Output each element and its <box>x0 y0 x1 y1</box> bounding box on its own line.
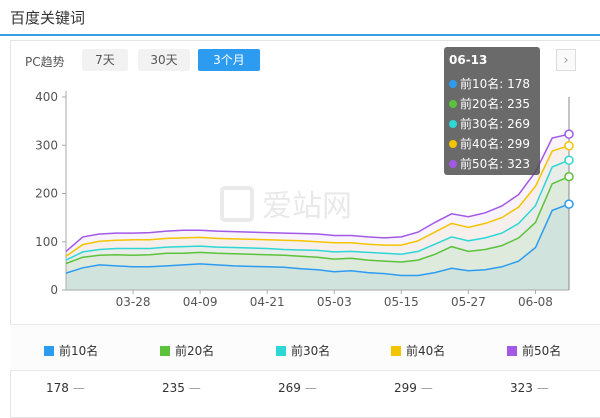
watermark-text: 爱站网 <box>262 189 352 224</box>
y-tick-label: 0 <box>50 283 58 297</box>
y-tick-label: 300 <box>35 138 58 152</box>
legend-swatch-icon <box>160 346 170 356</box>
value-number: 299 <box>394 381 417 395</box>
series-line <box>65 159 570 261</box>
trend-flat-icon: — <box>304 381 317 395</box>
x-tick-label: 05-03 <box>317 295 352 309</box>
pc-trend-label: PC趋势 <box>25 55 65 69</box>
value-number: 269 <box>278 381 301 395</box>
x-tick-label: 05-27 <box>451 295 486 309</box>
tooltip-row-label: 前20名: 235 <box>460 97 531 111</box>
legend-swatch-icon <box>391 346 401 356</box>
series-area <box>66 176 569 290</box>
legend-label: 前30名 <box>291 344 331 358</box>
value-top30: 269— <box>278 381 317 395</box>
range-button-30d[interactable]: 30天 <box>138 49 190 71</box>
tooltip-date: 06-13 <box>449 53 488 67</box>
series-end-marker <box>564 199 574 209</box>
legend-swatch-icon <box>44 346 54 356</box>
watermark-logo-icon <box>220 186 254 222</box>
chevron-right-icon[interactable]: › <box>556 49 576 71</box>
legend-label: 前20名 <box>175 344 215 358</box>
page-title: 百度关键词 <box>10 9 86 27</box>
tooltip-dot-icon <box>449 160 457 168</box>
value-top40: 299— <box>394 381 433 395</box>
trend-flat-icon: — <box>72 381 85 395</box>
series-line <box>65 175 570 265</box>
series-end-marker <box>564 155 574 165</box>
tooltip-row-label: 前50名: 323 <box>460 157 531 171</box>
legend-item-top30[interactable]: 前30名 <box>276 342 330 359</box>
x-tick-label: 04-21 <box>250 295 285 309</box>
legend-swatch-icon <box>276 346 286 356</box>
tooltip-row-label: 前40名: 299 <box>460 137 531 151</box>
y-tick-label: 200 <box>35 187 58 201</box>
value-number: 323 <box>510 381 533 395</box>
series-area <box>66 145 569 290</box>
series-line <box>65 203 570 277</box>
value-top50: 323— <box>510 381 549 395</box>
x-tick-label: 03-28 <box>116 295 151 309</box>
series-area <box>66 204 569 290</box>
data-tooltip: 06-13 前10名: 178 前20名: 235 前30名: 269 前40名… <box>444 47 540 175</box>
series-end-marker <box>564 140 574 151</box>
y-tick-label: 400 <box>35 90 58 104</box>
series-line <box>65 144 570 257</box>
trend-flat-icon: — <box>536 381 549 395</box>
legend-item-top20[interactable]: 前20名 <box>160 342 214 359</box>
tooltip-row-top30: 前30名: 269 <box>449 115 530 132</box>
value-top10: 178— <box>46 381 85 395</box>
series-line <box>65 133 570 252</box>
watermark: 爱站网 <box>220 186 352 224</box>
legend-item-top50[interactable]: 前50名 <box>507 342 561 359</box>
legend-label: 前40名 <box>406 344 446 358</box>
series-end-marker <box>564 129 574 139</box>
legend-label: 前50名 <box>522 344 562 358</box>
legend-item-top40[interactable]: 前40名 <box>391 342 445 359</box>
tooltip-row-top10: 前10名: 178 <box>449 75 530 92</box>
tooltip-dot-icon <box>449 120 457 128</box>
series-end-marker <box>564 171 574 182</box>
trend-flat-icon: — <box>188 381 201 395</box>
x-tick-label: 06-08 <box>518 295 553 309</box>
tooltip-row-label: 前10名: 178 <box>460 77 531 91</box>
legend-row: 前10名 前20名 前30名 前40名 前50名 <box>10 324 600 371</box>
tooltip-dot-icon <box>449 140 457 148</box>
tooltip-dot-icon <box>449 80 457 88</box>
value-number: 235 <box>162 381 185 395</box>
trend-flat-icon: — <box>420 381 433 395</box>
title-bar: 百度关键词 <box>0 0 600 36</box>
tooltip-row-top40: 前40名: 299 <box>449 135 530 152</box>
series-area <box>66 160 569 290</box>
range-button-3m[interactable]: 3个月 <box>198 49 260 71</box>
legend-label: 前10名 <box>59 344 99 358</box>
x-tick-label: 05-15 <box>384 295 419 309</box>
tooltip-dot-icon <box>449 100 457 108</box>
tooltip-row-label: 前30名: 269 <box>460 117 531 131</box>
y-tick-label: 100 <box>35 235 58 249</box>
value-number: 178 <box>46 381 69 395</box>
legend-swatch-icon <box>507 346 517 356</box>
range-button-7d[interactable]: 7天 <box>82 49 128 71</box>
legend-item-top10[interactable]: 前10名 <box>44 342 98 359</box>
x-tick-label: 04-09 <box>183 295 218 309</box>
tooltip-row-top50: 前50名: 323 <box>449 155 530 172</box>
tooltip-row-top20: 前20名: 235 <box>449 95 530 112</box>
value-top20: 235— <box>162 381 201 395</box>
